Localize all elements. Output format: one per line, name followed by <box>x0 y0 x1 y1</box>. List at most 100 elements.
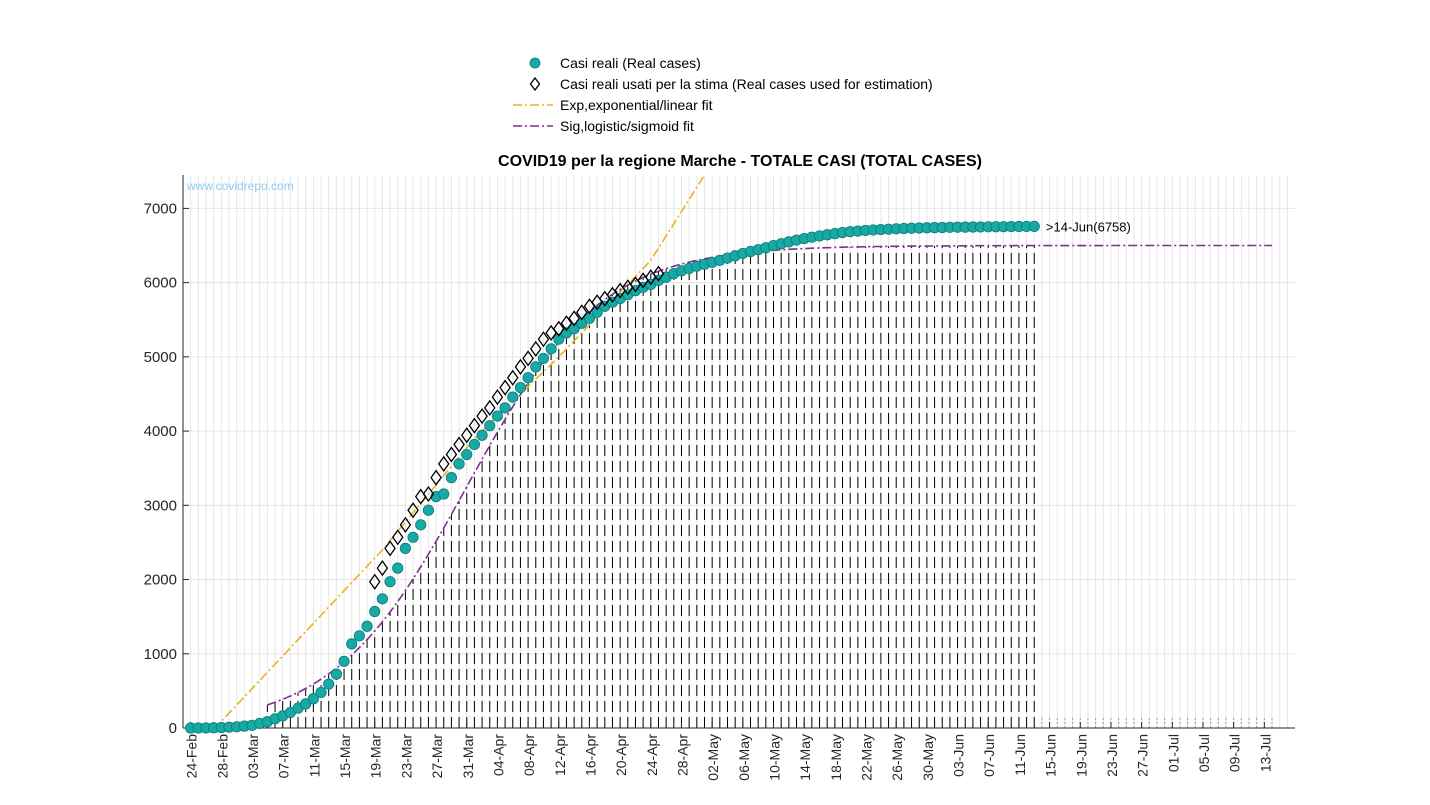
x-tick-label: 13-Jul <box>1257 734 1273 772</box>
real-case-point <box>553 333 565 345</box>
real-case-point <box>392 562 404 574</box>
legend: Casi reali (Real cases) Casi reali usati … <box>513 55 933 134</box>
real-case-point <box>415 519 427 531</box>
real-case-point <box>591 306 603 318</box>
estimation-point <box>652 265 665 282</box>
x-tick-label: 03-Mar <box>245 734 261 779</box>
legend-label: Exp,exponential/linear fit <box>560 97 713 113</box>
y-tick-label: 5000 <box>144 349 177 366</box>
real-case-point <box>353 630 365 642</box>
x-tick-label: 26-May <box>889 734 905 781</box>
estimation-point <box>476 407 488 425</box>
real-case-point <box>514 381 527 394</box>
legend-marker-diamond <box>529 76 541 92</box>
estimation-point <box>391 529 404 546</box>
real-case-point <box>545 343 557 355</box>
x-tick-label: 11-Mar <box>306 734 322 778</box>
legend-item-estimation: Casi reali usati per la stima (Real case… <box>529 76 933 92</box>
real-case-point <box>1028 220 1040 232</box>
estimation-point <box>460 427 473 444</box>
x-tick-label: 27-Mar <box>429 734 445 779</box>
x-tick-label: 05-Jul <box>1196 734 1212 772</box>
real-case-point <box>338 655 350 667</box>
x-tick-label: 23-Mar <box>398 734 414 779</box>
estimation-point <box>568 310 580 327</box>
y-tick-label: 4000 <box>144 423 177 440</box>
real-case-point <box>453 458 465 470</box>
x-tick-label: 09-Jul <box>1227 734 1243 772</box>
real-case-point <box>346 638 358 650</box>
x-tick-label: 31-Mar <box>460 734 476 779</box>
estimation-point <box>575 304 588 321</box>
real-case-point <box>361 620 373 632</box>
legend-item-real: Casi reali (Real cases) <box>529 55 701 71</box>
legend-label: Casi reali (Real cases) <box>560 55 701 71</box>
x-tick-label: 06-May <box>736 734 752 781</box>
real-case-point <box>384 576 396 588</box>
estimation-point <box>522 350 534 367</box>
real-case-point <box>399 542 411 554</box>
x-tick-label: 20-Apr <box>613 734 629 776</box>
estimation-point <box>445 446 458 463</box>
estimation-point <box>453 436 465 453</box>
y-tick-label: 6000 <box>144 275 177 292</box>
real-case-point <box>369 605 381 618</box>
real-case-point <box>307 693 319 705</box>
x-tick-label: 23-Jun <box>1104 734 1120 777</box>
estimation-point <box>430 469 442 486</box>
x-tick-label: 28-Apr <box>674 734 690 776</box>
legend-item-sig_fit: Sig,logistic/sigmoid fit <box>513 118 694 134</box>
estimation-stem-layer <box>266 245 1273 728</box>
annotation-label: >14-Jun(6758) <box>1046 219 1131 234</box>
real-case-point <box>530 361 542 373</box>
x-tick-label: 18-May <box>828 734 844 781</box>
real-case-point <box>438 488 450 500</box>
estimation-point <box>529 340 542 357</box>
estimation-point <box>368 573 381 590</box>
chart-title: COVID19 per la regione Marche - TOTALE C… <box>498 153 982 170</box>
x-tick-label: 19-Jun <box>1073 734 1089 777</box>
estimation-point <box>437 455 450 473</box>
x-tick-label: 02-May <box>705 734 721 781</box>
real-case-point <box>445 472 458 484</box>
x-tick-label: 15-Jun <box>1043 734 1059 777</box>
y-tick-label: 7000 <box>144 200 177 217</box>
estimation-point <box>514 358 527 375</box>
x-tick-label: 12-Apr <box>552 734 568 776</box>
estimation-point <box>499 379 511 396</box>
x-tick-label: 11-Jun <box>1012 734 1028 776</box>
x-tick-label: 24-Apr <box>644 734 660 776</box>
x-tick-label: 14-May <box>797 734 813 781</box>
real-case-point <box>499 402 511 414</box>
x-tick-label: 30-May <box>920 734 936 781</box>
estimation-point <box>483 399 496 416</box>
real-case-point <box>537 352 550 365</box>
x-tick-label: 04-Apr <box>490 734 506 776</box>
estimation-point <box>399 516 412 533</box>
estimation-point <box>537 331 550 348</box>
real-case-point <box>300 698 312 710</box>
y-tick-label: 2000 <box>144 572 177 589</box>
x-tick-label: 03-Jun <box>951 734 967 777</box>
estimation-point <box>422 485 435 503</box>
estimation-point <box>560 315 573 332</box>
estimation-point <box>384 540 396 557</box>
legend-item-exp_fit: Exp,exponential/linear fit <box>513 97 713 113</box>
marker-layer <box>185 220 1040 734</box>
label-layer: COVID19 per la regione Marche - TOTALE C… <box>186 153 1131 234</box>
real-case-point <box>330 668 342 680</box>
x-tick-label: 22-May <box>859 734 875 781</box>
x-tick-label: 15-Mar <box>337 734 353 779</box>
watermark-text: www.covidrepo.com <box>186 179 294 193</box>
real-case-point <box>491 410 504 422</box>
real-case-point <box>461 448 473 461</box>
real-case-point <box>323 678 335 690</box>
estimation-point <box>506 369 519 386</box>
x-tick-label: 07-Mar <box>276 734 292 779</box>
x-tick-label: 28-Feb <box>214 734 230 779</box>
estimation-point <box>552 320 565 337</box>
real-case-point <box>468 438 481 451</box>
legend-label: Sig,logistic/sigmoid fit <box>560 118 694 134</box>
estimation-point <box>407 502 419 519</box>
